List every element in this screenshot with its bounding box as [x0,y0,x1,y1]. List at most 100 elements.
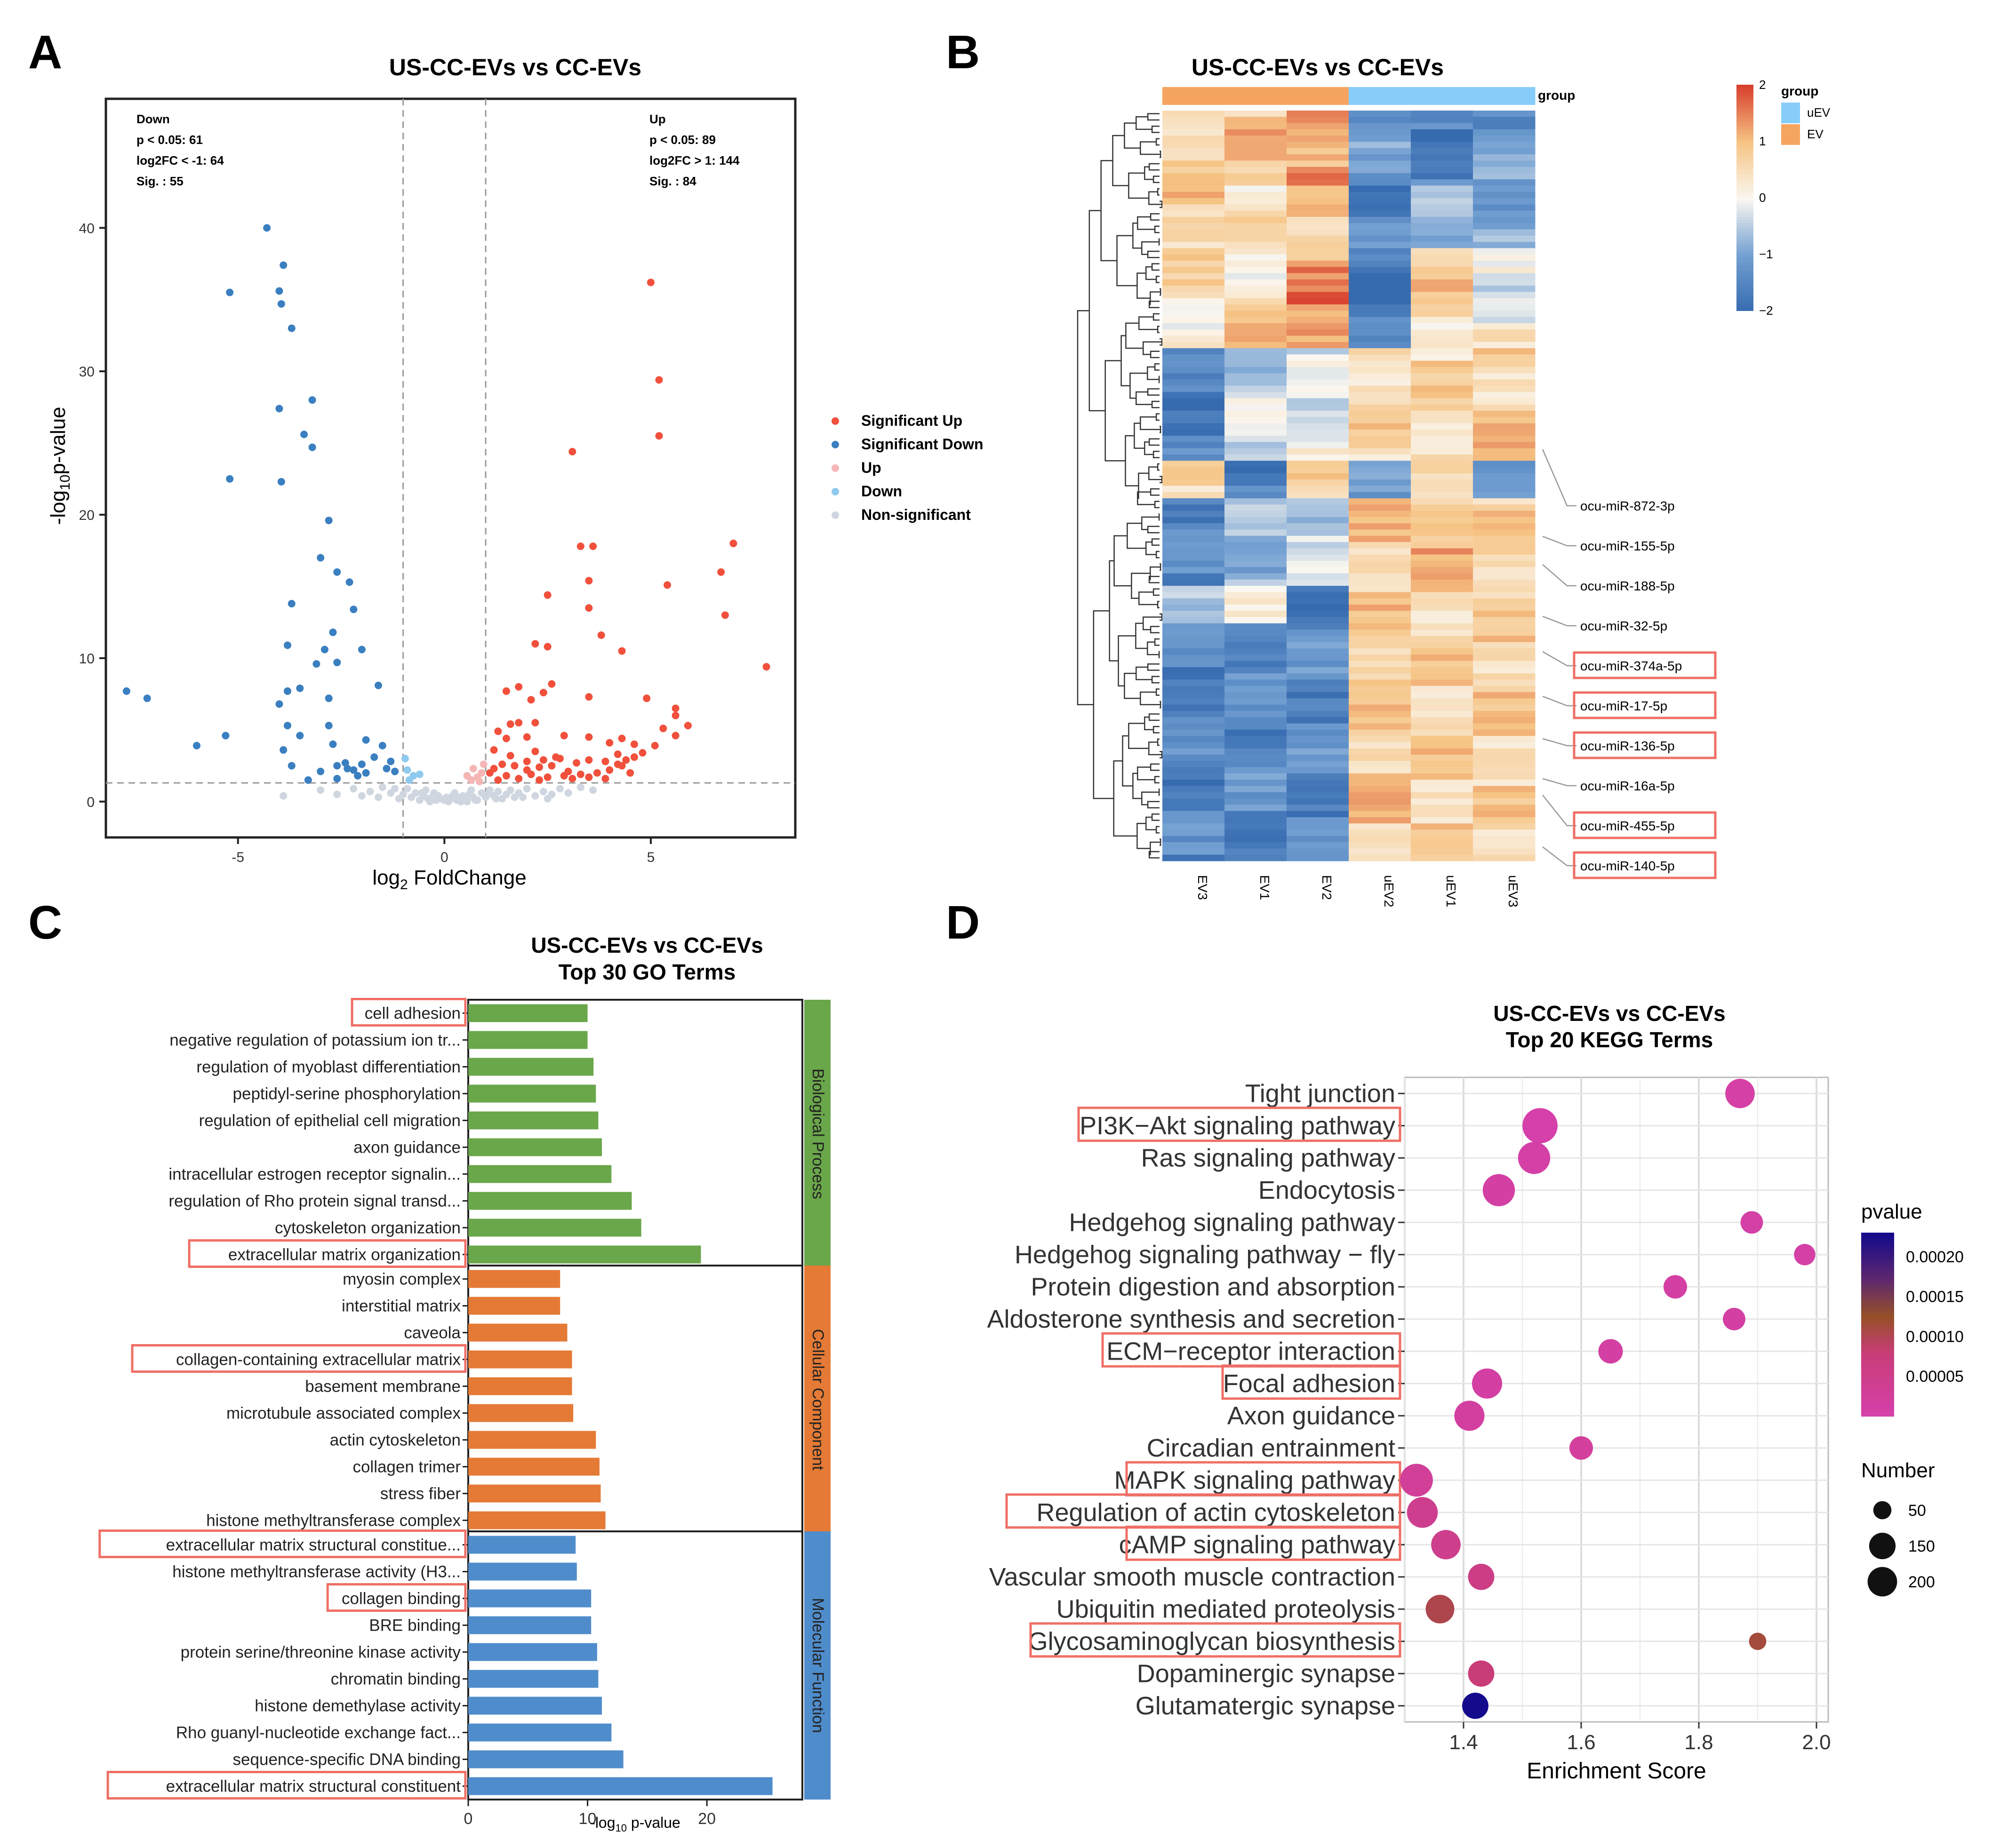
heatmap-cell [1287,366,1349,374]
volcano-point [317,767,325,775]
go-facet-strip [804,1266,831,1534]
pvalue-colorbar-segment [1861,1306,1894,1310]
heatmap-cell [1349,486,1411,493]
go-bar [468,1323,568,1342]
heatmap-cell [1287,242,1349,248]
go-bar [468,1589,592,1608]
y-tick-label: 30 [79,364,95,380]
volcano-point [426,797,434,805]
kegg-term-label: Endocytosis [1258,1176,1395,1204]
heatmap-cell [1162,642,1225,649]
heatmap-cell [1349,348,1411,355]
colorbar-segment [1736,192,1753,195]
volcano-point [378,783,386,791]
colorbar-segment [1736,248,1753,252]
heatmap-cell [1473,761,1536,768]
stats-up-line: p < 0.05: 89 [649,133,716,147]
colorbar-segment [1736,144,1753,147]
heatmap-cell [1287,323,1349,330]
heatmap-cell [1349,160,1411,167]
heatmap-cell [1349,586,1411,592]
volcano-point [672,711,680,719]
heatmap-cell [1162,561,1225,567]
heatmap-cell [1473,698,1536,705]
heatmap-cell [1411,354,1473,361]
heatmap-cell [1349,748,1411,755]
heatmap-cell [1224,492,1287,499]
heatmap-cell [1411,586,1473,592]
heatmap-cell [1349,654,1411,661]
heatmap-cell [1349,354,1411,361]
heatmap-cell [1162,123,1225,130]
heatmap-cell [1162,304,1225,311]
heatmap-cell [1349,648,1411,655]
heatmap-cell [1287,123,1349,130]
heatmap-cell [1162,160,1225,167]
heatmap-cell [1287,279,1349,286]
heatmap-cell [1224,792,1287,799]
heatmap-cell [1162,748,1225,755]
heatmap-cell [1473,567,1536,574]
volcano-point [492,795,500,803]
heatmap-cell [1411,829,1473,836]
go-bar [468,1511,606,1529]
volcano-point [585,756,593,764]
heatmap-cell [1224,429,1287,436]
heatmap-cell [1473,254,1536,261]
heatmap-cell [1473,736,1536,742]
heatmap-cell [1473,786,1536,793]
pvalue-tick-label: 0.00010 [1906,1328,1964,1346]
volcano-point [329,740,337,748]
colorbar-segment [1736,302,1753,305]
kegg-dot [1794,1244,1816,1266]
heatmap-cell [1224,210,1287,217]
heatmap-cell [1473,629,1536,636]
go-term-label: regulation of Rho protein signal transd.… [168,1192,461,1211]
legend-label: Down [861,483,902,500]
heatmap-cell [1411,261,1473,267]
colorbar-segment [1736,172,1753,175]
colorbar-segment [1736,260,1753,263]
volcano-point [564,789,572,797]
heatmap-cell [1162,654,1225,661]
colorbar-segment [1736,200,1753,204]
heatmap-cell [1287,117,1349,124]
colorbar-segment [1736,282,1753,286]
volcano-point [325,722,333,730]
heatmap-cell [1349,786,1411,793]
colorbar-segment [1736,175,1753,178]
heatmap-cell [1411,229,1473,236]
heatmap-cell [1473,273,1536,280]
x-label-tail: FoldChange [408,866,527,889]
heatmap-cell [1349,267,1411,274]
heatmap-cell [1473,780,1536,786]
heatmap-cell [1411,348,1473,355]
heatmap-cell [1287,135,1349,142]
colorbar-segment [1736,169,1753,173]
heatmap-cell [1411,692,1473,699]
volcano-point [463,772,471,780]
heatmap-cell [1349,629,1411,636]
heatmap-cell [1287,667,1349,674]
x-tick-label: 0 [440,850,448,865]
kegg-number-legend-title: Number [1861,1459,1935,1482]
panel-label-b: B [946,26,980,79]
heatmap-cell [1162,348,1225,355]
heatmap-cell [1287,842,1349,849]
heatmap-cell [1411,273,1473,280]
heatmap-cell [1287,298,1349,305]
heatmap-cell [1349,492,1411,499]
heatmap-cell [1162,579,1225,586]
heatmap-cell [1473,154,1536,161]
heatmap-cell [1411,454,1473,461]
stats-up-line: Sig. : 84 [649,174,696,188]
heatmap-cell [1224,623,1287,630]
volcano-point [480,760,488,768]
heatmap-cell [1287,535,1349,542]
heatmap-cell [1411,398,1473,405]
heatmap-cell [1287,573,1349,580]
heatmap-cell [1473,561,1536,567]
volcano-point [576,783,584,791]
heatmap-cell [1473,423,1536,430]
go-term-label: BRE binding [369,1617,461,1635]
